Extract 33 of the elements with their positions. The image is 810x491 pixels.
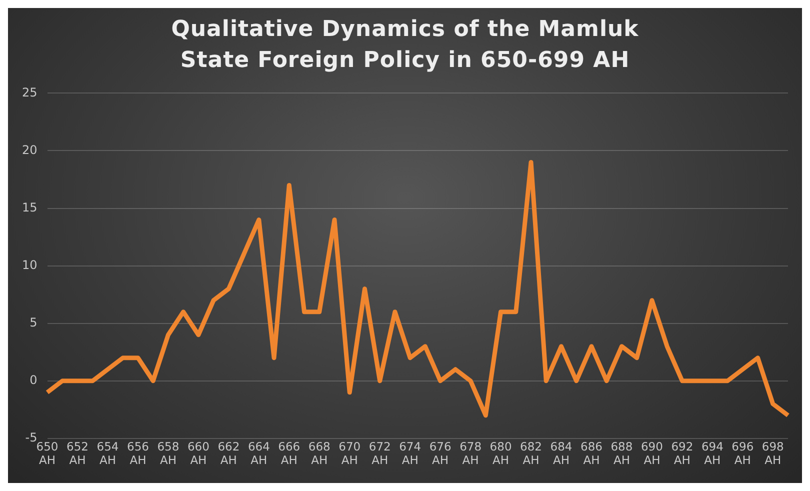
x-tick-label: 696 AH	[732, 439, 754, 468]
x-tick-label: 652 AH	[66, 439, 88, 468]
x-tick-label: 650 AH	[36, 439, 58, 468]
x-tick-label: 662 AH	[218, 439, 240, 468]
y-tick-label: 5	[30, 315, 38, 330]
y-tick-label: 15	[22, 200, 38, 214]
x-tick-label: 668 AH	[308, 439, 330, 468]
x-tick-label: 670 AH	[338, 439, 361, 468]
x-tick-label: 674 AH	[399, 439, 422, 468]
x-tick-label: 686 AH	[580, 439, 602, 468]
x-tick-label: 690 AH	[640, 439, 663, 468]
y-tick-label: 25	[22, 85, 38, 100]
x-tick-label: 660 AH	[187, 439, 210, 468]
x-tick-label: 680 AH	[490, 439, 512, 468]
y-tick-label: -5	[25, 430, 38, 445]
x-tick-label: 692 AH	[671, 439, 694, 468]
x-tick-label: 678 AH	[460, 439, 482, 468]
x-tick-label: 666 AH	[278, 439, 300, 468]
x-tick-label: 656 AH	[126, 439, 149, 468]
x-tick-label: 688 AH	[610, 439, 633, 468]
x-tick-label: 698 AH	[762, 439, 784, 468]
y-tick-label: 20	[22, 142, 38, 157]
chart-title: Qualitative Dynamics of the Mamluk State Foreign Policy in 650-699 AH	[170, 16, 640, 75]
x-tick-label: 694 AH	[701, 439, 724, 468]
x-tick-label: 684 AH	[550, 439, 572, 468]
y-tick-label: 0	[30, 372, 38, 387]
x-tick-label: 672 AH	[368, 439, 391, 468]
x-tick-label: 676 AH	[429, 439, 452, 468]
y-tick-label: 10	[22, 258, 38, 272]
x-tick-label: 682 AH	[520, 439, 542, 468]
x-tick-label: 664 AH	[248, 439, 270, 468]
x-tick-label: 654 AH	[96, 439, 119, 468]
x-tick-label: 658 AH	[157, 439, 180, 468]
